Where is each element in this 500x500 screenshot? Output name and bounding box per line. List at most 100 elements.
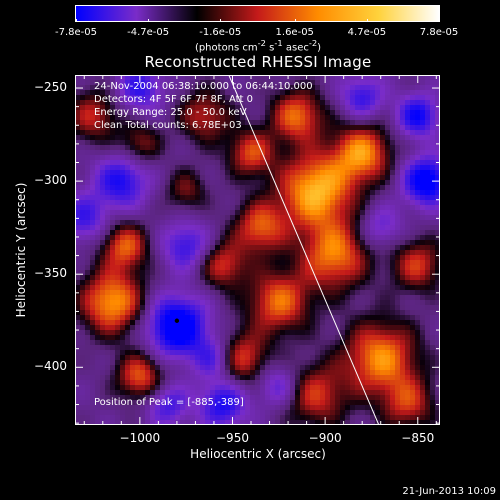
heatmap-cell xyxy=(260,185,266,191)
heatmap-cell xyxy=(215,215,221,221)
heatmap-cell xyxy=(310,350,316,356)
heatmap-cell xyxy=(110,270,116,276)
heatmap-cell xyxy=(190,335,196,341)
heatmap-cell xyxy=(140,385,146,391)
heatmap-cell xyxy=(210,380,216,386)
heatmap-cell xyxy=(320,225,326,231)
heatmap-cell xyxy=(380,345,386,351)
heatmap-cell xyxy=(290,305,296,311)
heatmap-cell xyxy=(275,320,281,326)
heatmap-cell xyxy=(345,310,351,316)
heatmap-cell xyxy=(340,245,346,251)
heatmap-cell xyxy=(260,255,266,261)
heatmap-cell xyxy=(260,370,266,376)
heatmap-cell xyxy=(195,245,201,251)
heatmap-cell xyxy=(325,310,331,316)
heatmap-cell xyxy=(335,405,341,411)
heatmap-cell xyxy=(135,285,141,291)
heatmap-cell xyxy=(240,180,246,186)
heatmap-cell xyxy=(350,280,356,286)
heatmap-cell xyxy=(170,320,176,326)
heatmap-cell xyxy=(165,265,171,271)
heatmap-cell xyxy=(295,80,301,86)
heatmap-cell xyxy=(140,255,146,261)
heatmap-cell xyxy=(170,155,176,161)
colorbar-units: (photons cm-2 s-1 asec-2) xyxy=(194,38,322,54)
heatmap-cell xyxy=(95,210,101,216)
heatmap-cell xyxy=(110,160,116,166)
heatmap-cell xyxy=(165,125,171,131)
heatmap-cell xyxy=(380,195,386,201)
heatmap-cell xyxy=(110,325,116,331)
heatmap-cell xyxy=(255,180,261,186)
heatmap-cell xyxy=(115,265,121,271)
heatmap-cell xyxy=(245,335,251,341)
heatmap-cell xyxy=(130,335,136,341)
heatmap-cell xyxy=(270,130,276,136)
heatmap-cell xyxy=(180,315,186,321)
heatmap-cell xyxy=(230,140,236,146)
heatmap-cell xyxy=(165,205,171,211)
heatmap-cell xyxy=(100,195,106,201)
heatmap-cell xyxy=(90,145,96,151)
heatmap-cell xyxy=(360,310,366,316)
heatmap-cell xyxy=(305,290,311,296)
heatmap-cell xyxy=(355,360,361,366)
heatmap-cell xyxy=(350,245,356,251)
heatmap-cell xyxy=(75,375,81,381)
heatmap-cell xyxy=(110,180,116,186)
heatmap-cell xyxy=(220,125,226,131)
heatmap-cell xyxy=(175,400,181,406)
heatmap-cell xyxy=(385,180,391,186)
heatmap-cell xyxy=(170,395,176,401)
heatmap-cell xyxy=(190,105,196,111)
heatmap-cell xyxy=(250,385,256,391)
heatmap-cell xyxy=(425,200,431,206)
heatmap-cell xyxy=(220,110,226,116)
heatmap-cell xyxy=(330,330,336,336)
heatmap-cell xyxy=(210,125,216,131)
heatmap-cell xyxy=(120,95,126,101)
heatmap-cell xyxy=(175,175,181,181)
heatmap-cell xyxy=(420,325,426,331)
heatmap-cell xyxy=(370,360,376,366)
heatmap-cell xyxy=(190,170,196,176)
heatmap-cell xyxy=(335,375,341,381)
heatmap-cell xyxy=(380,90,386,96)
heatmap-cell xyxy=(235,95,241,101)
heatmap-cell xyxy=(325,315,331,321)
heatmap-cell xyxy=(355,235,361,241)
heatmap-cell xyxy=(370,135,376,141)
heatmap-cell xyxy=(345,225,351,231)
heatmap-cell xyxy=(335,235,341,241)
heatmap-cell xyxy=(230,310,236,316)
heatmap-cell xyxy=(110,410,116,416)
heatmap-cell xyxy=(190,350,196,356)
heatmap-cell xyxy=(260,85,266,91)
heatmap-cell xyxy=(155,175,161,181)
heatmap-cell xyxy=(135,235,141,241)
heatmap-cell xyxy=(425,245,431,251)
heatmap-cell xyxy=(280,395,286,401)
heatmap-cell xyxy=(430,125,436,131)
heatmap-cell xyxy=(310,160,316,166)
heatmap-cell xyxy=(130,215,136,221)
heatmap-cell xyxy=(145,210,151,216)
heatmap-cell xyxy=(95,350,101,356)
heatmap-cell xyxy=(225,280,231,286)
heatmap-cell xyxy=(95,180,101,186)
heatmap-cell xyxy=(430,300,436,306)
heatmap-cell xyxy=(130,80,136,86)
heatmap-cell xyxy=(210,85,216,91)
heatmap-cell xyxy=(305,180,311,186)
heatmap-cell xyxy=(415,355,421,361)
heatmap-cell xyxy=(85,415,91,421)
heatmap-cell xyxy=(130,120,136,126)
heatmap-cell xyxy=(360,265,366,271)
heatmap-cell xyxy=(400,175,406,181)
heatmap-cell xyxy=(105,320,111,326)
heatmap-cell xyxy=(315,405,321,411)
heatmap-cell xyxy=(100,355,106,361)
heatmap-cell xyxy=(130,115,136,121)
heatmap-cell xyxy=(205,200,211,206)
